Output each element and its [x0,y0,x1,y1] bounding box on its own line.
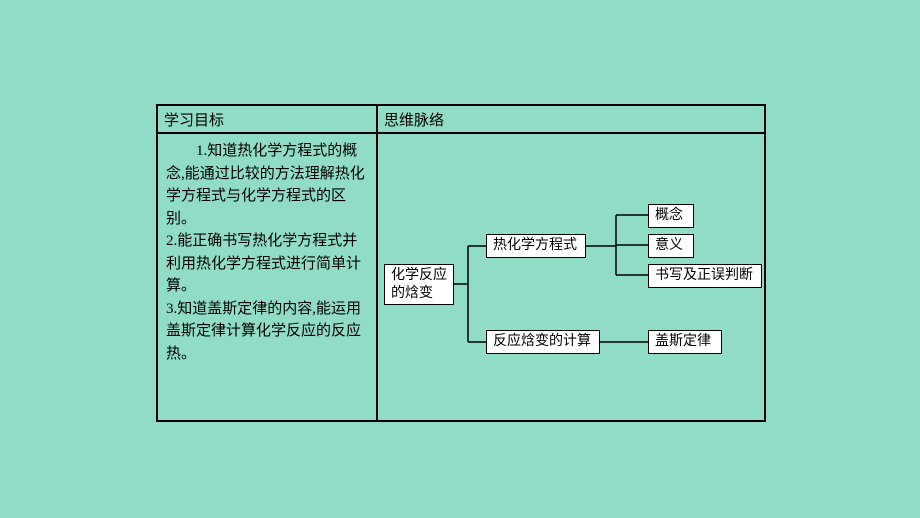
header-left: 学习目标 [158,106,378,132]
objective-3-num: 3. [166,301,177,317]
objective-3-text: 知道盖斯定律的内容,能运用盖斯定律计算化学反应的反应热。 [166,301,361,362]
mindmap-diagram: 化学反应 的焓变 热化学方程式 反应焓变的计算 概念 意义 书写及正误判断 盖斯… [378,134,764,420]
node-concept: 概念 [648,204,694,228]
objective-1-num: 1. [166,143,207,159]
header-right: 思维脉络 [378,106,764,132]
objective-2-text: 能正确书写热化学方程式并利用热化学方程式进行简单计算。 [166,233,361,294]
node-meaning: 意义 [648,234,694,258]
main-table: 学习目标 思维脉络 1.知道热化学方程式的概念,能通过比较的方法理解热化学方程式… [156,104,766,422]
node-hess-law: 盖斯定律 [648,330,722,354]
node-writing-judgment: 书写及正误判断 [648,264,762,288]
table-body-row: 1.知道热化学方程式的概念,能通过比较的方法理解热化学方程式与化学方程式的区别。… [158,134,764,420]
node-root-line2: 的焓变 [391,286,433,301]
node-root: 化学反应 的焓变 [384,264,454,305]
node-thermo-equation: 热化学方程式 [486,234,586,258]
node-root-line1: 化学反应 [391,268,447,283]
table-header-row: 学习目标 思维脉络 [158,106,764,134]
objective-2-num: 2. [166,233,177,249]
diagram-cell: 化学反应 的焓变 热化学方程式 反应焓变的计算 概念 意义 书写及正误判断 盖斯… [378,134,764,420]
objective-1: 1.知道热化学方程式的概念,能通过比较的方法理解热化学方程式与化学方程式的区别。 [166,143,365,227]
objectives-cell: 1.知道热化学方程式的概念,能通过比较的方法理解热化学方程式与化学方程式的区别。… [158,134,378,420]
node-enthalpy-calc: 反应焓变的计算 [486,330,600,354]
objective-2: 2.能正确书写热化学方程式并利用热化学方程式进行简单计算。 [166,233,361,294]
objective-3: 3.知道盖斯定律的内容,能运用盖斯定律计算化学反应的反应热。 [166,301,361,362]
